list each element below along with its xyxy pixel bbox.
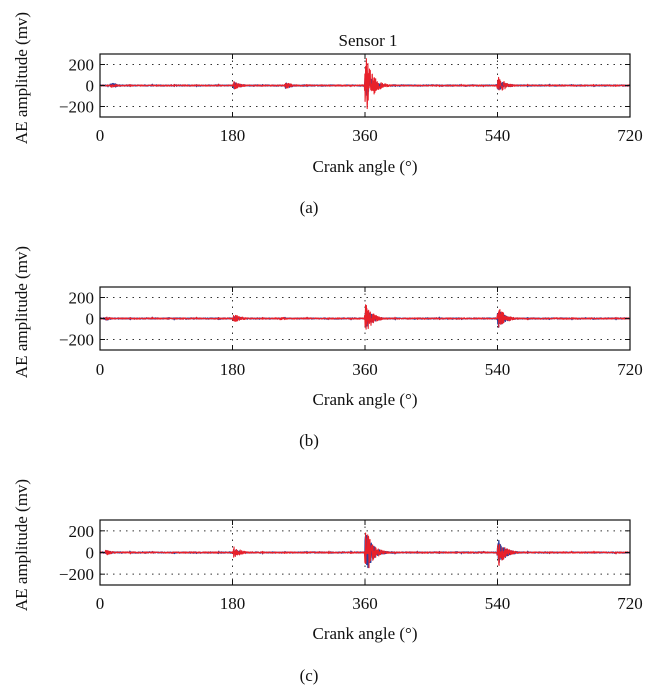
y-tick-label: −200 [59, 565, 94, 584]
panel-caption: (b) [299, 431, 319, 450]
x-tick-label: 720 [617, 360, 643, 379]
x-tick-label: 180 [220, 126, 246, 145]
series-line [99, 304, 631, 330]
x-tick-label: 180 [220, 594, 246, 613]
series-1-signal [99, 304, 631, 330]
x-tick-label: 720 [617, 126, 643, 145]
series-1-signal [99, 58, 631, 110]
panel-caption: (a) [300, 198, 319, 217]
y-axis-title: AE amplitude (mv) [12, 12, 31, 144]
x-axis-title: Crank angle (°) [313, 157, 418, 176]
y-tick-label: 200 [69, 522, 95, 541]
series-line [99, 532, 631, 569]
panel-title: Sensor 1 [338, 31, 397, 50]
series-line [99, 58, 631, 110]
x-axis-title: Crank angle (°) [313, 390, 418, 409]
x-tick-label: 0 [96, 126, 105, 145]
x-tick-label: 720 [617, 594, 643, 613]
x-tick-label: 180 [220, 360, 246, 379]
y-tick-label: 0 [86, 77, 95, 96]
x-tick-label: 360 [352, 594, 378, 613]
panel-caption: (c) [300, 666, 319, 685]
x-tick-label: 540 [485, 594, 511, 613]
y-axis-title: AE amplitude (mv) [12, 246, 31, 378]
x-tick-label: 360 [352, 126, 378, 145]
y-tick-label: −200 [59, 331, 94, 350]
x-tick-label: 0 [96, 360, 105, 379]
y-tick-label: 200 [69, 289, 95, 308]
x-tick-label: 540 [485, 360, 511, 379]
series-1-signal [99, 532, 631, 569]
x-axis-title: Crank angle (°) [313, 624, 418, 643]
x-tick-label: 540 [485, 126, 511, 145]
y-tick-label: 0 [86, 544, 95, 563]
y-tick-label: −200 [59, 98, 94, 117]
y-axis-title: AE amplitude (mv) [12, 479, 31, 611]
y-tick-label: 0 [86, 310, 95, 329]
y-tick-label: 200 [69, 56, 95, 75]
x-tick-label: 360 [352, 360, 378, 379]
x-tick-label: 0 [96, 594, 105, 613]
